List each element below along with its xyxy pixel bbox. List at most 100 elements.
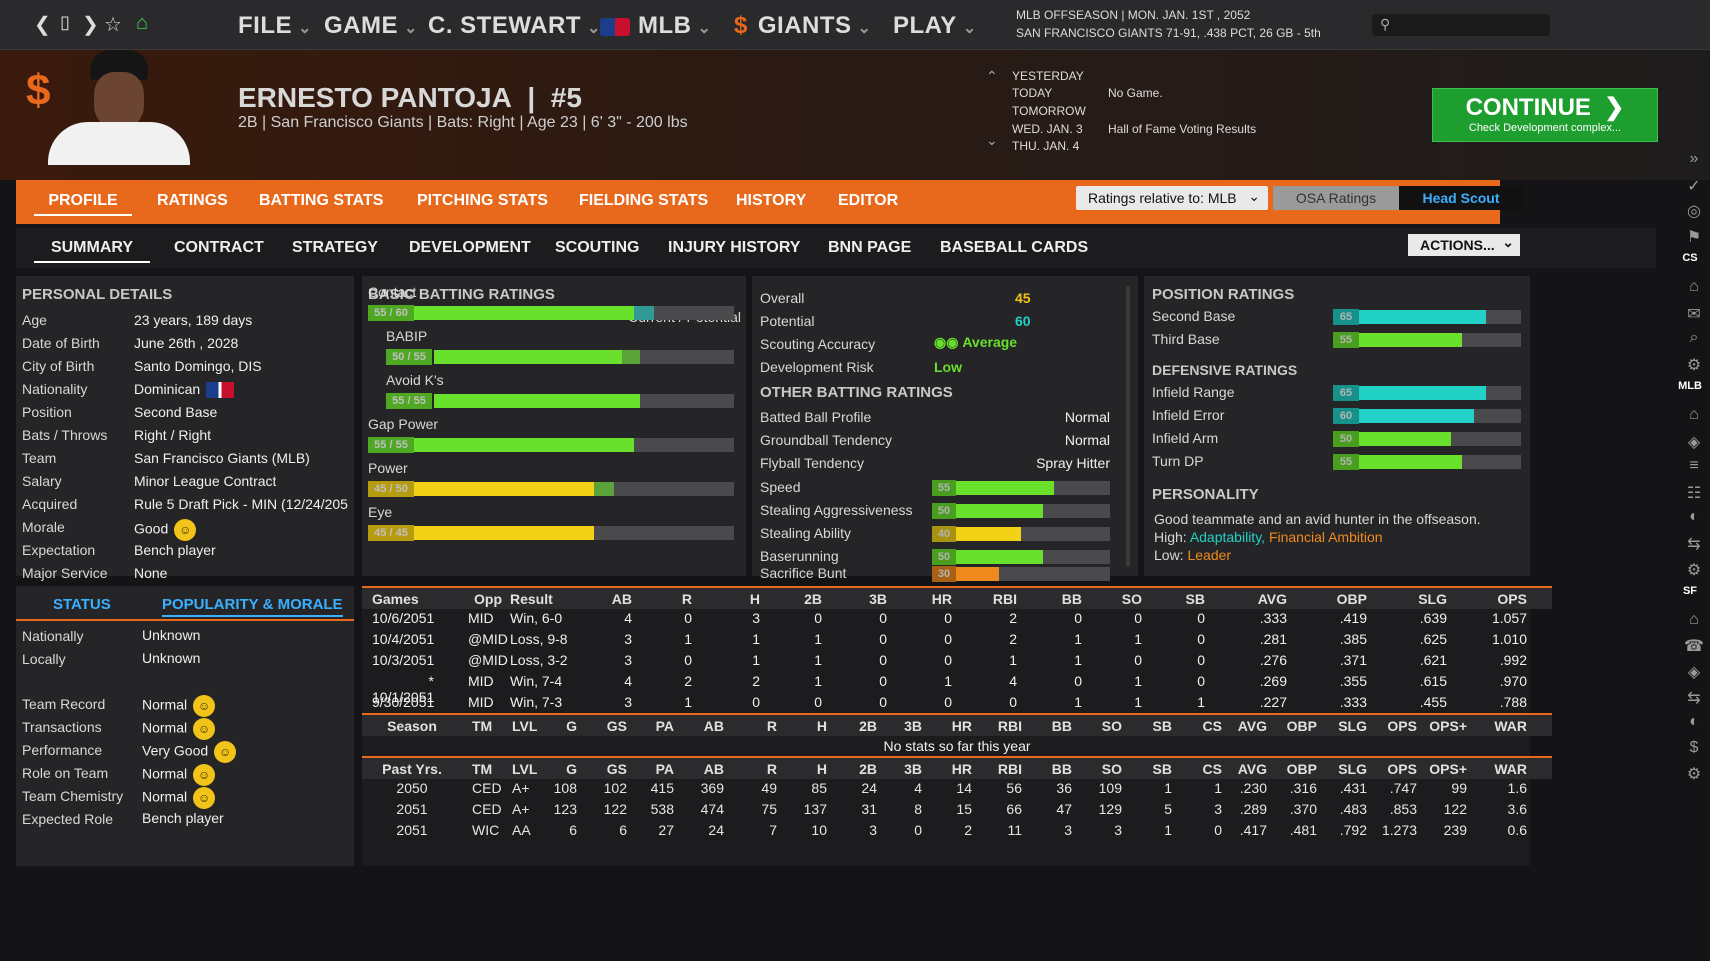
home-icon[interactable]: ⌂ [1689,610,1699,628]
table-row: 9/30/2051 MID Win, 7-3 3 1 0 0 0 0 0 1 1 1 .227 .333 .4… [362,691,1552,714]
table-cell: 1 [814,673,822,689]
tab-batting-stats[interactable]: BATTING STATS [259,192,384,209]
globe-icon[interactable]: ◎ [1687,203,1701,221]
menu-team[interactable]: $ GIANTS ⌄ [734,12,872,39]
chart-icon[interactable]: ☷ [1686,484,1702,502]
table-cell: 1 [1074,631,1082,647]
gear-icon[interactable]: ⚙ [1686,561,1702,579]
player-info: 2B | San Francisco Giants | Bats: Right … [238,114,688,131]
table-cell: 1 [752,631,760,647]
menu-game[interactable]: GAME ⌄ [324,12,418,39]
table-cell: .417 [1239,822,1267,838]
back-icon[interactable]: ❮ [34,14,51,36]
table-cell: 24 [861,780,877,796]
batting-label: BABIP [386,328,428,344]
tab-popularity-morale[interactable]: POPULARITY & MORALE [162,596,343,617]
tab-scouting[interactable]: SCOUTING [555,239,640,256]
table-cell: 2 [684,673,692,689]
tab-contract[interactable]: CONTRACT [174,239,264,256]
tab-ratings[interactable]: RATINGS [157,192,228,209]
tab-strategy[interactable]: STRATEGY [292,239,378,256]
menu-file[interactable]: FILE ⌄ [238,12,312,39]
osa-ratings-button[interactable]: OSA Ratings [1273,186,1399,210]
tab-editor[interactable]: EDITOR [838,192,899,209]
tab-development[interactable]: DEVELOPMENT [409,239,531,256]
check-icon[interactable]: ✓ [1687,177,1701,195]
table-cell: 1 [814,652,822,668]
table-cell: 10 [811,822,827,838]
tab-bnn-page[interactable]: BNN PAGE [828,239,912,256]
gear-icon[interactable]: ⚙ [1686,356,1702,374]
column-header: 2B [859,761,877,777]
table-cell: 24 [708,822,724,838]
table-cell: 1.6 [1507,780,1527,796]
tab-injury-history[interactable]: INJURY HISTORY [668,239,801,256]
menu-manager[interactable]: C. STEWART ⌄ [428,12,601,39]
tab-fielding-stats[interactable]: FIELDING STATS [579,192,709,209]
table-cell: 49 [761,780,777,796]
home-icon[interactable]: ⌂ [1689,406,1699,423]
home-icon[interactable]: ⌂ [136,12,149,34]
tab-history[interactable]: HISTORY [736,192,807,209]
column-header: R [766,718,777,734]
table-cell: 108 [553,780,577,796]
mail-icon[interactable]: ✉ [1687,305,1701,323]
detail-label: Morale [22,519,65,535]
detail-label: Salary [22,473,62,489]
ball-icon[interactable]: ◐ [1689,508,1699,526]
rating-badge: 55 [1333,332,1359,348]
home-icon[interactable]: ⌂ [1689,278,1699,295]
table-cell: .316 [1289,780,1317,796]
schedule-up-icon[interactable]: ⌃ [986,68,998,84]
forward-icon[interactable]: ❯ [82,14,99,36]
detail-value: Santo Domingo, DIS [134,358,262,374]
table-cell: 7 [769,822,777,838]
top-bar: ❮ ▯ ❯ ☆ ⌂ FILE ⌄ GAME ⌄ C. STEWART ⌄ MLB ⌄ $… [0,0,1710,50]
list-icon[interactable]: ≡ [1689,457,1699,475]
detail-label: Position [22,404,72,420]
menu-league[interactable]: MLB ⌄ [600,12,711,40]
dollar-icon[interactable]: $ [1689,738,1699,756]
player-header: $ ERNESTO PANTOJA | #5 2B | San Francisc… [0,50,1710,180]
column-header: CS [1202,761,1222,777]
column-header[interactable]: Games [372,591,419,607]
tab-status[interactable]: STATUS [53,596,111,613]
transfer-icon[interactable]: ⇆ [1687,536,1701,553]
scrollbar[interactable] [1126,286,1130,566]
menu-play[interactable]: PLAY ⌄ [893,12,977,39]
table-cell: 369 [700,780,724,796]
ball-icon[interactable]: ◐ [1689,713,1699,731]
table-cell: 1 [684,694,692,710]
table-cell: .230 [1239,780,1267,796]
ratings-relative-select[interactable]: Ratings relative to: MLB ⌄ [1076,186,1268,210]
head-scout-button[interactable]: Head Scout [1399,186,1523,210]
batting-label: Contact [368,284,417,300]
table-cell: .227 [1259,694,1287,710]
pin-icon[interactable]: ⚑ [1686,228,1702,246]
shield-icon[interactable]: ◈ [1687,664,1701,681]
tab-profile[interactable]: PROFILE [34,192,132,216]
table-cell: 1 [1134,673,1142,689]
table-cell: 1 [1009,652,1017,668]
transfer-icon[interactable]: ⇆ [1687,689,1701,707]
search-input[interactable]: ⚲ [1372,14,1550,36]
star-icon[interactable]: ☆ [104,14,122,36]
column-header: AVG [1237,718,1267,734]
tab-baseball-cards[interactable]: BASEBALL CARDS [940,239,1089,256]
search-icon[interactable]: ⌕ [1689,329,1699,347]
column-header: GS [606,761,627,777]
phone-icon[interactable]: ☎ [1684,638,1704,656]
collapse-icon[interactable]: » [1689,150,1699,167]
table-cell: 27 [658,822,674,838]
table-cell: MID [468,694,494,710]
tab-summary[interactable]: SUMMARY [34,239,150,263]
window-icon[interactable]: ▯ [60,12,70,32]
shield-icon[interactable]: ◈ [1687,433,1701,451]
tab-pitching-stats[interactable]: PITCHING STATS [417,192,548,209]
gear-icon[interactable]: ⚙ [1686,766,1702,784]
schedule-down-icon[interactable]: ⌄ [986,132,998,148]
schedule-day: TODAY [1012,86,1053,100]
actions-dropdown[interactable]: ACTIONS... ⌄ [1408,234,1520,256]
potential-value: 60 [1015,313,1031,329]
continue-button[interactable]: CONTINUE ❯ Check Development complex... [1432,88,1658,142]
